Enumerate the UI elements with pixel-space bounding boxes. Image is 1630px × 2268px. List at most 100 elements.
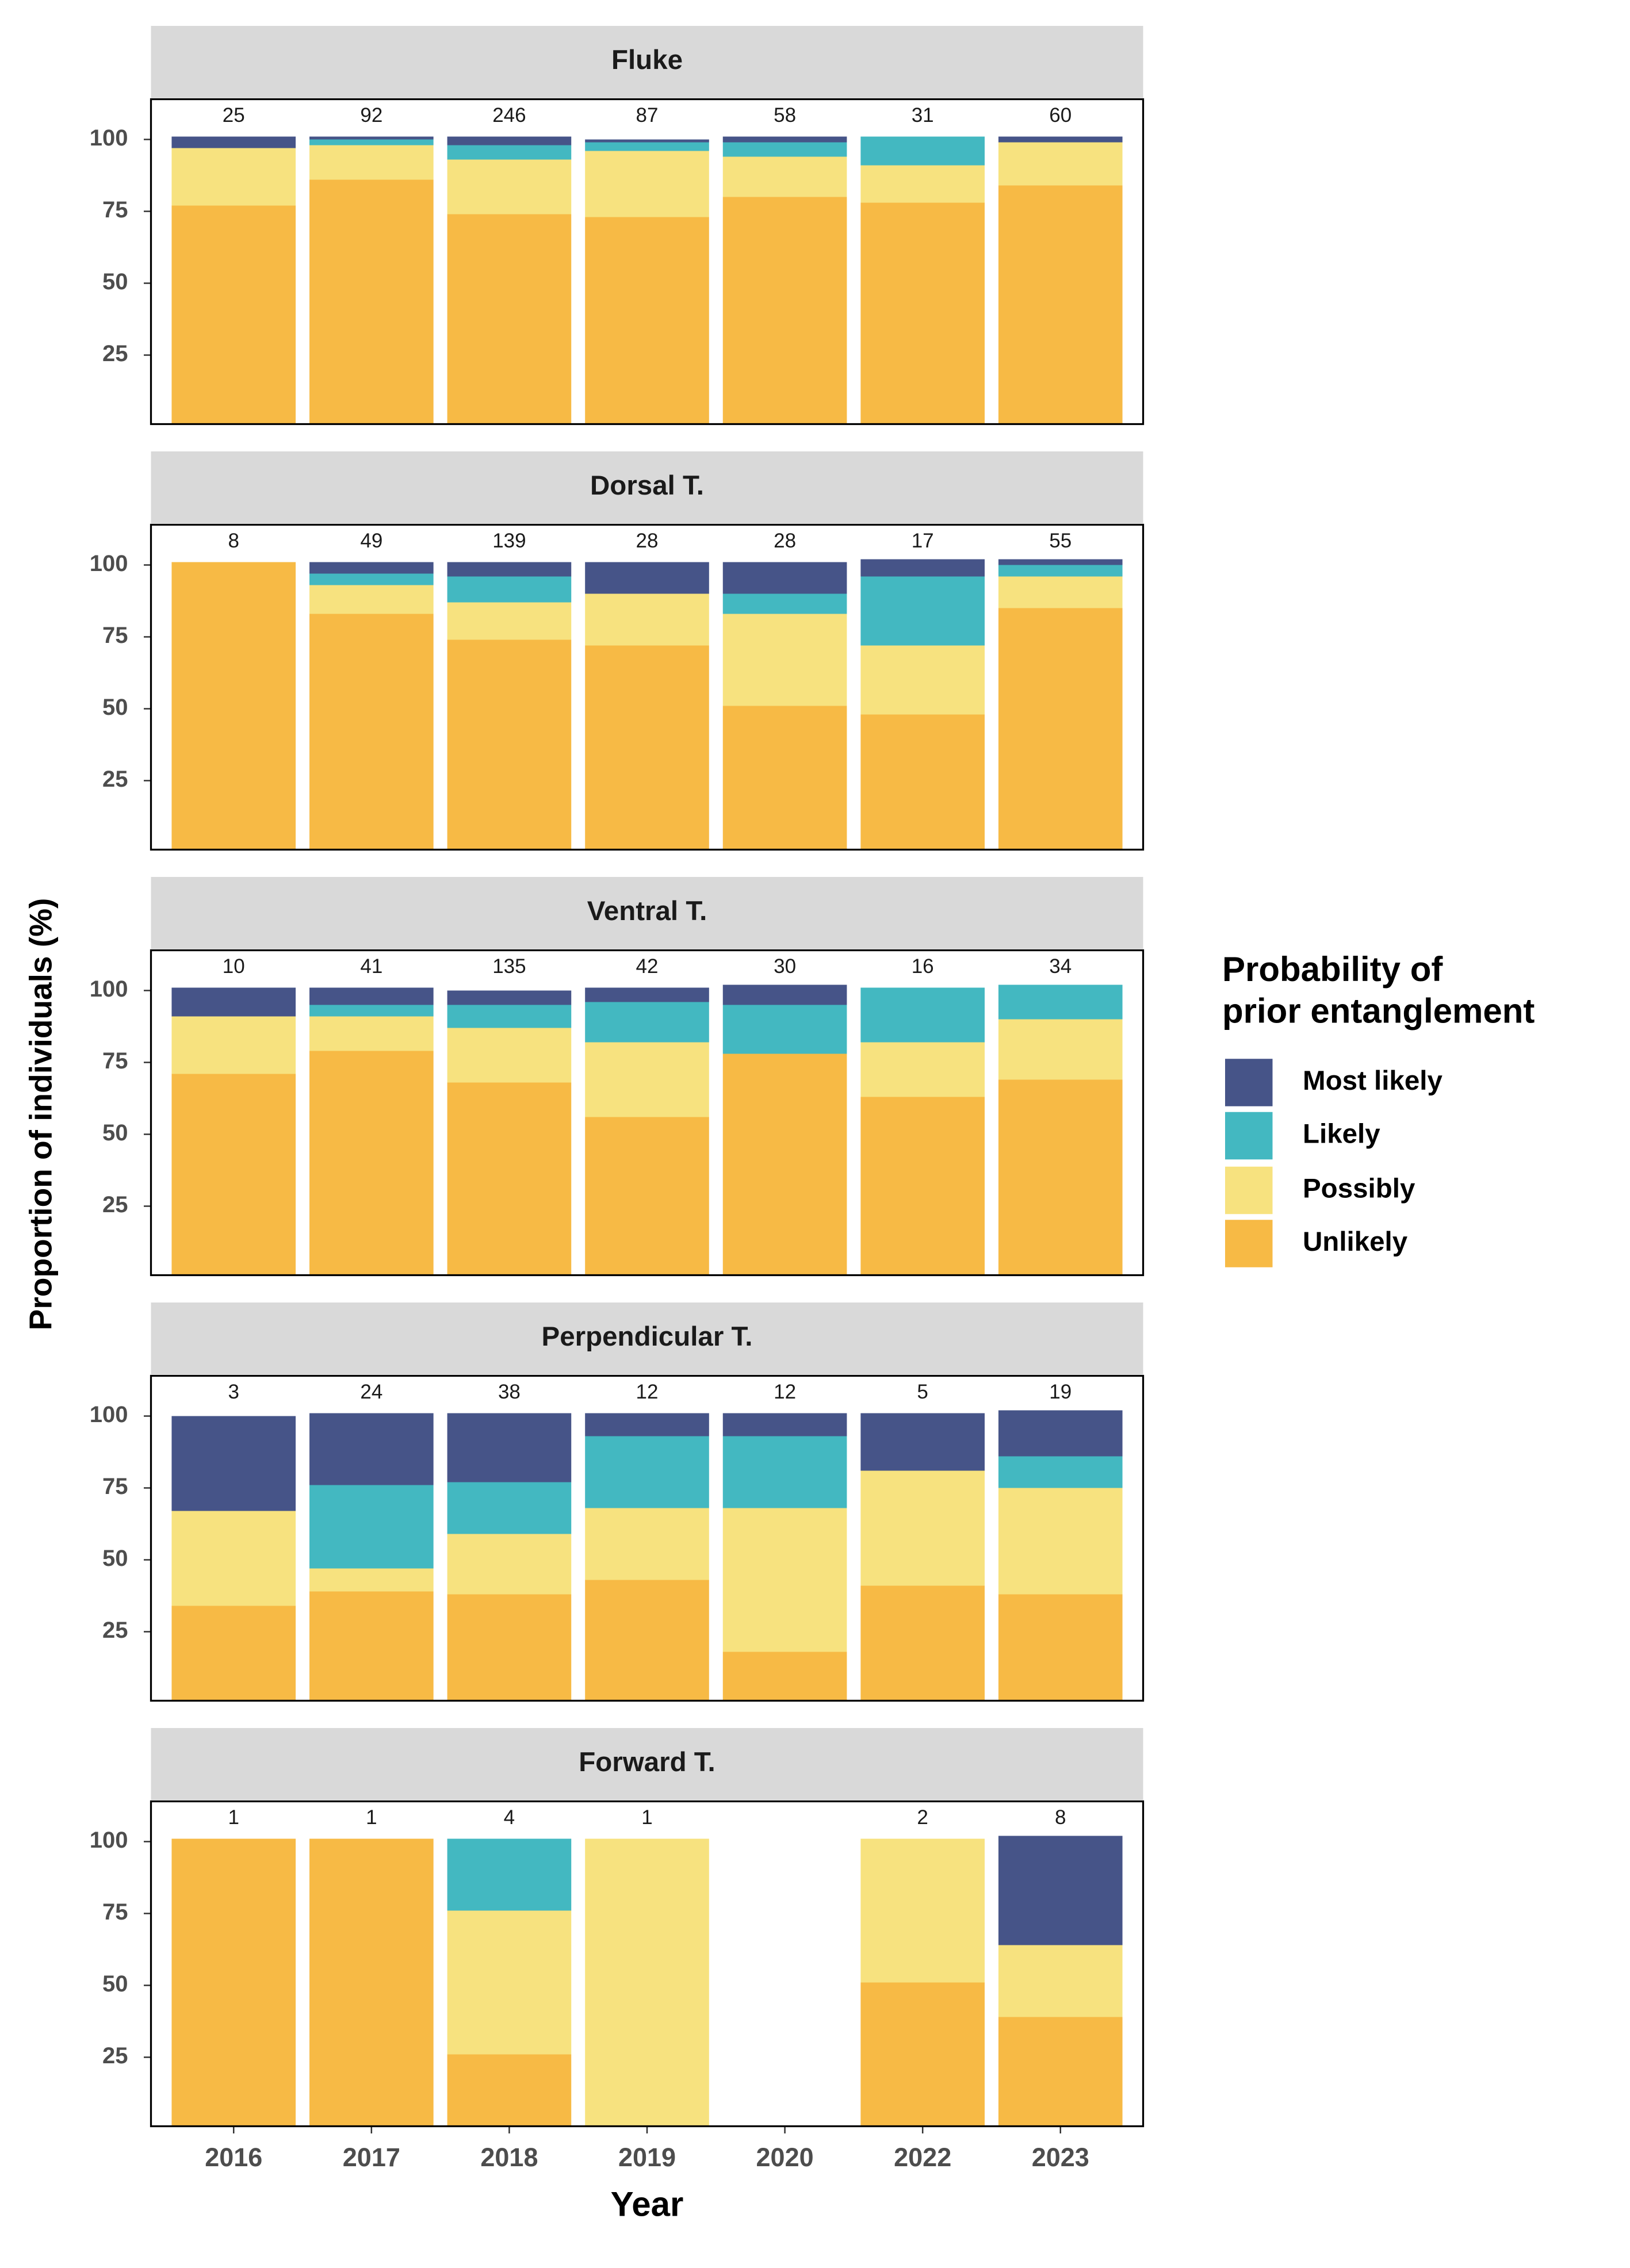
bar-segment: [860, 1982, 985, 2127]
x-tick-label: 2023: [1032, 2143, 1089, 2172]
bar-segment: [309, 136, 434, 140]
bar-segment: [722, 562, 847, 594]
bar-segment: [309, 1051, 434, 1275]
count-label: 92: [360, 104, 382, 127]
y-axis-title: Proportion of individuals (%): [23, 898, 59, 1331]
bar-segment: [447, 1534, 572, 1595]
bar-segment: [860, 645, 985, 715]
legend-key: [1225, 1059, 1273, 1106]
legend-title: Probability of: [1222, 950, 1443, 989]
panel-border: [150, 1374, 1145, 1702]
bar-segment: [722, 706, 847, 850]
panel-border: [150, 1800, 1145, 2128]
count-label: 58: [774, 104, 796, 127]
bar-segment: [722, 136, 847, 143]
bar-segment: [722, 984, 847, 1005]
y-tick-label: 25: [102, 2043, 128, 2068]
bar-segment: [309, 987, 434, 1005]
bar-segment: [998, 185, 1123, 424]
bar-segment: [998, 1079, 1123, 1275]
panel-border: [150, 523, 1145, 851]
facet-strip: [151, 451, 1143, 523]
y-tick-label: 75: [102, 623, 128, 648]
count-label: 5: [917, 1381, 928, 1403]
bar-segment: [860, 576, 985, 646]
legend-label: Likely: [1303, 1119, 1380, 1150]
count-label: 16: [912, 955, 934, 978]
count-label: 34: [1049, 955, 1072, 978]
x-tick-label: 2018: [480, 2143, 538, 2172]
bar-segment: [722, 1508, 847, 1652]
bar-segment: [447, 136, 572, 145]
bar-segment: [171, 205, 296, 424]
legend-label: Most likely: [1303, 1066, 1442, 1096]
bar-segment: [998, 1594, 1123, 1701]
bar-segment: [860, 165, 985, 203]
y-tick-label: 100: [90, 976, 128, 1002]
bar-segment: [585, 139, 709, 143]
y-tick-label: 50: [102, 1120, 128, 1146]
bar-segment: [171, 1838, 296, 2127]
y-tick-label: 100: [90, 1828, 128, 1853]
bar-segment: [860, 1413, 985, 1471]
bar-segment: [447, 159, 572, 214]
count-label: 2: [917, 1806, 928, 1829]
bar-segment: [447, 214, 572, 424]
facet-title: Forward T.: [579, 1747, 715, 1777]
y-tick-label: 50: [102, 695, 128, 720]
bar-segment: [447, 1005, 572, 1028]
bar-segment: [171, 136, 296, 148]
count-label: 55: [1049, 530, 1072, 552]
legend-label: Unlikely: [1303, 1227, 1408, 1257]
bar-segment: [998, 1019, 1123, 1080]
bar-segment: [447, 1082, 572, 1275]
bar-segment: [447, 639, 572, 850]
count-label: 12: [636, 1381, 659, 1403]
bar-segment: [309, 179, 434, 424]
x-tick-label: 2022: [894, 2143, 951, 2172]
count-label: 1: [228, 1806, 239, 1829]
bar-segment: [998, 136, 1123, 143]
bar-segment: [585, 645, 709, 850]
bar-segment: [722, 593, 847, 614]
legend-key: [1225, 1112, 1273, 1160]
count-label: 12: [774, 1381, 796, 1403]
count-label: 246: [492, 104, 526, 127]
x-tick-label: 2020: [756, 2143, 814, 2172]
count-label: 8: [1055, 1806, 1066, 1829]
y-tick-label: 100: [90, 125, 128, 151]
bar-segment: [860, 1470, 985, 1586]
bar-segment: [998, 1836, 1123, 1945]
bar-segment: [447, 562, 572, 577]
bar-segment: [585, 1580, 709, 1701]
bar-segment: [998, 1456, 1123, 1488]
y-tick-label: 50: [102, 1971, 128, 1997]
x-axis-title: Year: [611, 2185, 684, 2223]
facet-title: Dorsal T.: [590, 470, 704, 501]
count-label: 41: [360, 955, 382, 978]
count-label: 4: [504, 1806, 515, 1829]
x-tick-label: 2016: [205, 2143, 262, 2172]
count-label: 28: [774, 530, 796, 552]
bar-segment: [309, 1016, 434, 1051]
y-tick-label: 75: [102, 1474, 128, 1499]
y-tick-label: 50: [102, 1546, 128, 1571]
y-tick-label: 25: [102, 1192, 128, 1217]
bar-segment: [309, 145, 434, 180]
bar-segment: [447, 576, 572, 603]
count-label: 42: [636, 955, 659, 978]
bar-segment: [447, 1413, 572, 1482]
bar-segment: [998, 1488, 1123, 1595]
count-label: 8: [228, 530, 239, 552]
facet-strip: [151, 1302, 1143, 1374]
bar-segment: [998, 559, 1123, 565]
bar-segment: [171, 562, 296, 850]
bar-segment: [998, 1410, 1123, 1457]
bar-segment: [998, 1945, 1123, 2017]
count-label: 1: [641, 1806, 652, 1829]
count-label: 3: [228, 1381, 239, 1403]
y-tick-label: 100: [90, 1402, 128, 1427]
panel-border: [150, 98, 1145, 426]
